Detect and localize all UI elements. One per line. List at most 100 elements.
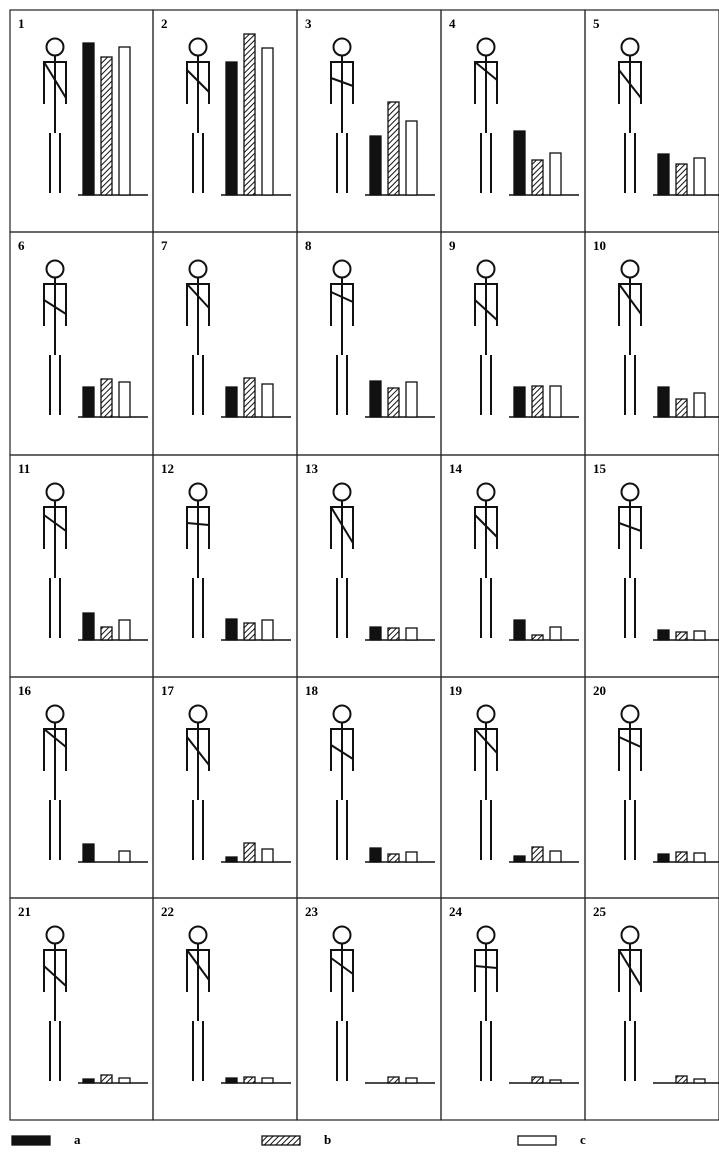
bar	[101, 1075, 112, 1083]
panel-number: 12	[161, 461, 174, 476]
figure-head	[190, 706, 207, 723]
bar	[226, 857, 237, 862]
panel-number: 7	[161, 238, 168, 253]
bar	[226, 619, 237, 640]
panel-number: 4	[449, 16, 456, 31]
bar	[388, 102, 399, 195]
figure-head	[622, 706, 639, 723]
figure-head	[190, 484, 207, 501]
panel-number: 3	[305, 16, 312, 31]
panel: 23	[297, 898, 441, 1120]
bar	[119, 47, 130, 195]
bar	[550, 627, 561, 640]
bar	[550, 851, 561, 862]
panel: 12	[153, 455, 297, 677]
figure-head	[334, 39, 351, 56]
bar	[83, 844, 94, 862]
panel-number: 20	[593, 683, 606, 698]
panel: 7	[153, 232, 297, 455]
figure-head	[478, 706, 495, 723]
figure-head	[478, 484, 495, 501]
panel-number: 15	[593, 461, 607, 476]
panel-number: 22	[161, 904, 174, 919]
panel-border	[10, 455, 153, 677]
bar	[406, 628, 417, 640]
panel-number: 5	[593, 16, 600, 31]
panel-border	[585, 455, 719, 677]
panel-border	[153, 232, 297, 455]
bar	[83, 1079, 94, 1083]
bar	[514, 620, 525, 640]
panel-border	[441, 232, 585, 455]
bar	[532, 160, 543, 195]
panel: 20	[585, 677, 719, 898]
bar	[694, 1079, 705, 1083]
bar	[676, 632, 687, 640]
bar	[532, 386, 543, 417]
legend-label: a	[74, 1132, 81, 1147]
panel-border	[441, 677, 585, 898]
bar	[532, 847, 543, 862]
panel-number: 23	[305, 904, 319, 919]
bar	[532, 635, 543, 640]
panel: 5	[585, 10, 719, 232]
panel-border	[297, 677, 441, 898]
panel: 15	[585, 455, 719, 677]
panel-border	[10, 232, 153, 455]
panel-border	[585, 677, 719, 898]
bar	[514, 131, 525, 195]
figure-head	[190, 927, 207, 944]
bar	[694, 158, 705, 195]
bar	[226, 387, 237, 417]
panel: 11	[10, 455, 153, 677]
bar	[226, 1078, 237, 1083]
figure-head	[47, 484, 64, 501]
bar	[406, 852, 417, 862]
figure-head	[47, 261, 64, 278]
panel-number: 6	[18, 238, 25, 253]
figure-head	[334, 927, 351, 944]
figure-head	[334, 706, 351, 723]
panel-border	[441, 10, 585, 232]
panel-border	[153, 898, 297, 1120]
bar	[694, 853, 705, 862]
panel: 25	[585, 898, 719, 1120]
panel-number: 21	[18, 904, 31, 919]
panel: 4	[441, 10, 585, 232]
panel-number: 24	[449, 904, 463, 919]
panel: 9	[441, 232, 585, 455]
bar	[370, 848, 381, 862]
bar	[694, 393, 705, 417]
bar	[119, 382, 130, 417]
panel: 22	[153, 898, 297, 1120]
panel: 17	[153, 677, 297, 898]
panel-number: 16	[18, 683, 32, 698]
panel-number: 25	[593, 904, 607, 919]
panel-number: 19	[449, 683, 463, 698]
panel-number: 8	[305, 238, 312, 253]
panel-number: 13	[305, 461, 319, 476]
panel-border	[10, 677, 153, 898]
figure-head	[478, 39, 495, 56]
bar	[388, 854, 399, 862]
bar	[406, 121, 417, 195]
figure-head	[334, 484, 351, 501]
bar	[676, 399, 687, 417]
panel: 21	[10, 898, 153, 1120]
bar	[226, 62, 237, 195]
panel-number: 1	[18, 16, 25, 31]
bar	[244, 1077, 255, 1083]
figure-head	[622, 927, 639, 944]
panel-border	[153, 677, 297, 898]
bar	[244, 378, 255, 417]
bar	[101, 57, 112, 195]
panel: 16	[10, 677, 153, 898]
panel-number: 11	[18, 461, 30, 476]
bar	[658, 154, 669, 195]
figure-head	[47, 706, 64, 723]
bar	[101, 379, 112, 417]
bar	[550, 386, 561, 417]
panel: 8	[297, 232, 441, 455]
bar	[83, 613, 94, 640]
bar	[514, 856, 525, 862]
